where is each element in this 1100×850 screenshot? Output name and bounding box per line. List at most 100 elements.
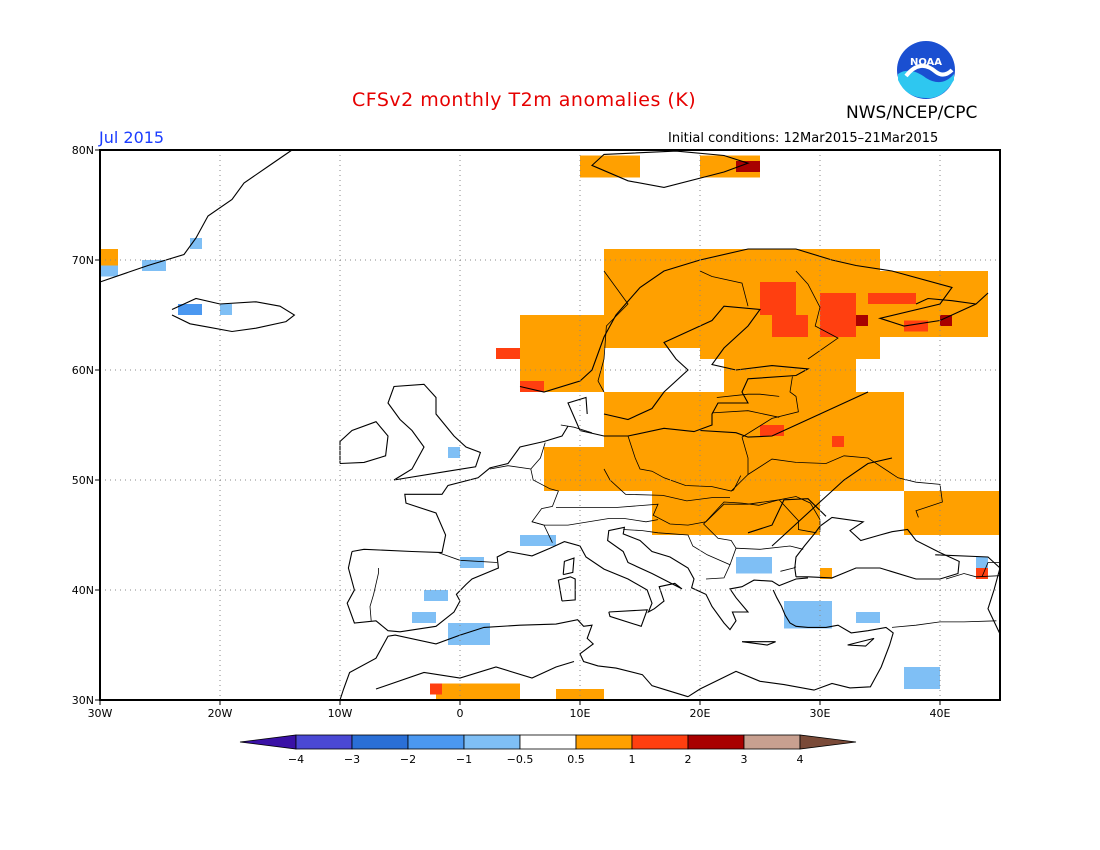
coastline bbox=[741, 641, 776, 646]
colorbar-label: 1 bbox=[629, 753, 636, 766]
country-border bbox=[556, 499, 780, 526]
anomaly-cell bbox=[736, 557, 772, 574]
anomaly-cell bbox=[856, 612, 880, 623]
country-border bbox=[699, 270, 749, 307]
country-border bbox=[779, 496, 821, 520]
country-border bbox=[597, 270, 629, 393]
coastline bbox=[794, 516, 960, 580]
anomaly-cell bbox=[868, 293, 916, 304]
coastline bbox=[387, 383, 482, 481]
colorbar-segment bbox=[407, 734, 465, 750]
colorbar: −4 −3 −2 −1 −0.5 0.5 1 2 3 4 bbox=[239, 734, 857, 766]
coastline bbox=[351, 425, 569, 554]
longitude-tick-label: 20W bbox=[208, 707, 233, 720]
colorbar-label: −4 bbox=[288, 753, 304, 766]
latitude-tick-label: 80N bbox=[72, 144, 94, 157]
country-border bbox=[531, 518, 659, 526]
latitude-tick-label: 70N bbox=[72, 254, 94, 267]
anomaly-cell bbox=[220, 304, 232, 315]
forecast-period: Jul 2015 bbox=[99, 128, 165, 147]
colorbar-segment bbox=[687, 734, 745, 750]
country-border bbox=[945, 573, 1001, 580]
anomaly-cell bbox=[520, 535, 556, 546]
noaa-logo: NOAA bbox=[896, 40, 956, 100]
coastline bbox=[567, 305, 810, 437]
anomaly-cell bbox=[904, 491, 1000, 535]
coastline bbox=[699, 391, 869, 438]
anomaly-cell bbox=[856, 315, 868, 326]
coastline bbox=[987, 567, 1001, 635]
country-border bbox=[731, 475, 742, 492]
colorbar-upper-arrow bbox=[799, 734, 857, 750]
coastline bbox=[339, 619, 689, 701]
coastline bbox=[339, 421, 389, 465]
colorbar-label: 0.5 bbox=[567, 753, 585, 766]
country-border bbox=[530, 442, 546, 470]
coastline bbox=[608, 609, 649, 627]
coastline bbox=[771, 457, 893, 547]
longitude-tick-label: 0 bbox=[457, 707, 464, 720]
latitude-tick-label: 60N bbox=[72, 364, 94, 377]
grid-lines bbox=[100, 150, 1000, 700]
anomaly-cell bbox=[556, 689, 604, 700]
anomaly-cell bbox=[820, 568, 832, 579]
colorbar-lower-arrow bbox=[239, 734, 297, 750]
country-border bbox=[703, 499, 817, 549]
colorbar-segment bbox=[743, 734, 801, 750]
anomaly-cell bbox=[976, 568, 988, 579]
coastline bbox=[847, 637, 875, 647]
anomaly-cell bbox=[190, 238, 202, 249]
anomaly-cell bbox=[436, 683, 520, 700]
longitude-tick-label: 10W bbox=[328, 707, 353, 720]
coastline-layer bbox=[99, 149, 1001, 701]
coastline bbox=[687, 589, 894, 698]
anomaly-cell bbox=[460, 557, 484, 568]
colorbar-label: 4 bbox=[797, 753, 804, 766]
anomaly-cell bbox=[604, 392, 904, 447]
coastline bbox=[346, 526, 809, 633]
country-border bbox=[489, 465, 559, 543]
anomaly-cell bbox=[412, 612, 436, 623]
coastline bbox=[747, 498, 827, 534]
country-border bbox=[729, 545, 804, 565]
anomaly-cell bbox=[784, 601, 832, 629]
anomaly-cell bbox=[820, 293, 856, 337]
agency-label: NWS/NCEP/CPC bbox=[846, 103, 978, 123]
anomaly-cell bbox=[772, 315, 808, 337]
country-border bbox=[623, 529, 731, 580]
colorbar-label: −0.5 bbox=[507, 753, 534, 766]
country-border bbox=[981, 562, 1000, 577]
noaa-logo-text: NOAA bbox=[910, 57, 942, 68]
anomaly-cell bbox=[496, 348, 520, 359]
coastline bbox=[915, 297, 977, 305]
country-border bbox=[891, 620, 997, 628]
anomaly-cell bbox=[430, 683, 442, 695]
longitude-tick-label: 30W bbox=[88, 707, 113, 720]
country-border-layer bbox=[369, 270, 1001, 628]
chart-title: CFSv2 monthly T2m anomalies (K) bbox=[352, 89, 697, 111]
anomaly-cell bbox=[604, 249, 700, 348]
colorbar-segment bbox=[575, 734, 633, 750]
anomaly-cell bbox=[520, 381, 544, 392]
anomaly-cell bbox=[424, 590, 448, 601]
coastline bbox=[99, 149, 293, 283]
anomaly-cell bbox=[178, 304, 202, 315]
anomaly-cell bbox=[544, 447, 904, 491]
anomaly-cell bbox=[760, 425, 784, 436]
anomaly-cell bbox=[100, 265, 118, 277]
latitude-tick-label: 50N bbox=[72, 474, 94, 487]
coastline bbox=[935, 554, 1001, 569]
latitude-tick-labels: 30N 40N 50N 60N 70N 80N bbox=[72, 144, 100, 707]
initial-conditions: Initial conditions: 12Mar2015–21Mar2015 bbox=[668, 131, 939, 146]
country-border bbox=[747, 455, 943, 518]
anomaly-cell bbox=[760, 282, 796, 315]
colorbar-label: 3 bbox=[741, 753, 748, 766]
coastline bbox=[591, 150, 750, 188]
latitude-tick-label: 30N bbox=[72, 694, 94, 707]
anomaly-cell bbox=[652, 491, 820, 535]
longitude-tick-label: 20E bbox=[690, 707, 711, 720]
anomaly-cell-layer bbox=[100, 155, 1000, 700]
noaa-logo-graphic: NOAA bbox=[897, 41, 955, 99]
colorbar-segment bbox=[463, 734, 521, 750]
anomaly-cell bbox=[520, 315, 604, 392]
